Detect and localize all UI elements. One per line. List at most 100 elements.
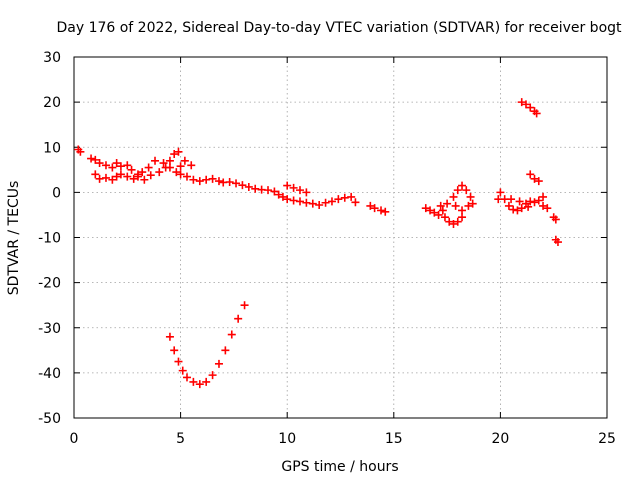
data-point (468, 199, 477, 208)
data-point (174, 147, 183, 156)
data-point (347, 192, 356, 201)
data-point (208, 371, 217, 380)
data-point (340, 193, 349, 202)
data-point (214, 359, 223, 368)
data-point (225, 177, 234, 186)
data-point (170, 346, 179, 355)
data-point (289, 196, 298, 205)
data-point (170, 150, 179, 159)
data-point (108, 175, 117, 184)
y-tick-label: 10 (43, 140, 61, 156)
data-point (302, 188, 311, 197)
data-point (176, 170, 185, 179)
data-point (283, 181, 292, 190)
data-point (274, 190, 283, 199)
x-axis-label: GPS time / hours (281, 459, 398, 475)
data-point (430, 208, 439, 217)
data-point (436, 201, 445, 210)
data-point (464, 201, 473, 210)
data-point (165, 156, 174, 165)
data-point (155, 168, 164, 177)
data-point (238, 181, 247, 190)
data-point (466, 192, 475, 201)
y-tick-label: -50 (38, 411, 61, 427)
data-point (553, 238, 562, 247)
data-point (244, 182, 253, 191)
y-tick-label: -40 (38, 366, 61, 382)
data-point (321, 198, 330, 207)
data-point (202, 175, 211, 184)
data-point (180, 156, 189, 165)
data-point (438, 206, 447, 215)
data-point (507, 195, 516, 204)
data-point (240, 301, 249, 310)
data-point (440, 213, 449, 222)
data-point (112, 159, 121, 168)
data-point (221, 346, 230, 355)
data-point (443, 199, 452, 208)
data-point (91, 170, 100, 179)
data-point (234, 314, 243, 323)
data-point (451, 201, 460, 210)
data-point (449, 219, 458, 228)
data-point (370, 204, 379, 213)
data-point (270, 187, 279, 196)
data-point (189, 377, 198, 386)
data-point (116, 170, 125, 179)
data-point (182, 373, 191, 382)
data-point (95, 159, 104, 168)
data-point (251, 184, 260, 193)
data-layer (74, 98, 562, 389)
data-point (208, 174, 217, 183)
data-point (530, 174, 539, 183)
data-point (509, 205, 518, 214)
data-point (295, 197, 304, 206)
data-point (334, 195, 343, 204)
data-point (76, 147, 85, 156)
data-point (534, 177, 543, 186)
y-tick-label: -20 (38, 276, 61, 292)
y-tick-label: 0 (52, 185, 61, 201)
data-point (165, 163, 174, 172)
data-point (116, 162, 125, 171)
data-point (426, 206, 435, 215)
data-point (526, 170, 535, 179)
data-point (189, 175, 198, 184)
y-axis-label: SDTVAR / TECUs (6, 181, 22, 296)
data-point (108, 163, 117, 172)
data-point (214, 177, 223, 186)
data-point (182, 172, 191, 181)
data-point (517, 204, 526, 213)
series-late-cluster (421, 181, 552, 228)
data-point (202, 377, 211, 386)
series-dip (165, 301, 249, 389)
data-point (151, 156, 160, 165)
x-tick-label: 25 (598, 431, 616, 447)
chart-title: Day 176 of 2022, Sidereal Day-to-day VTE… (56, 20, 622, 36)
data-point (165, 332, 174, 341)
data-point (327, 197, 336, 206)
data-point (289, 183, 298, 192)
tick-layer: 0 5 10 15 20 25 30 20 10 0 -10 -20 -30 -40 -50 (38, 50, 616, 447)
data-point (434, 210, 443, 219)
data-point (176, 162, 185, 171)
data-point (187, 161, 196, 170)
x-tick-label: 15 (385, 431, 403, 447)
data-point (101, 173, 110, 182)
data-point (95, 174, 104, 183)
data-point (112, 172, 121, 181)
data-point (283, 195, 292, 204)
data-point (133, 172, 142, 181)
data-point (458, 181, 467, 190)
y-tick-label: -10 (38, 231, 61, 247)
data-point (539, 201, 548, 210)
data-point (159, 159, 168, 168)
data-point (530, 198, 539, 207)
data-point (138, 168, 147, 177)
data-point (513, 206, 522, 215)
x-tick-label: 5 (176, 431, 185, 447)
data-point (539, 192, 548, 201)
data-point (517, 98, 526, 107)
data-point (377, 206, 386, 215)
